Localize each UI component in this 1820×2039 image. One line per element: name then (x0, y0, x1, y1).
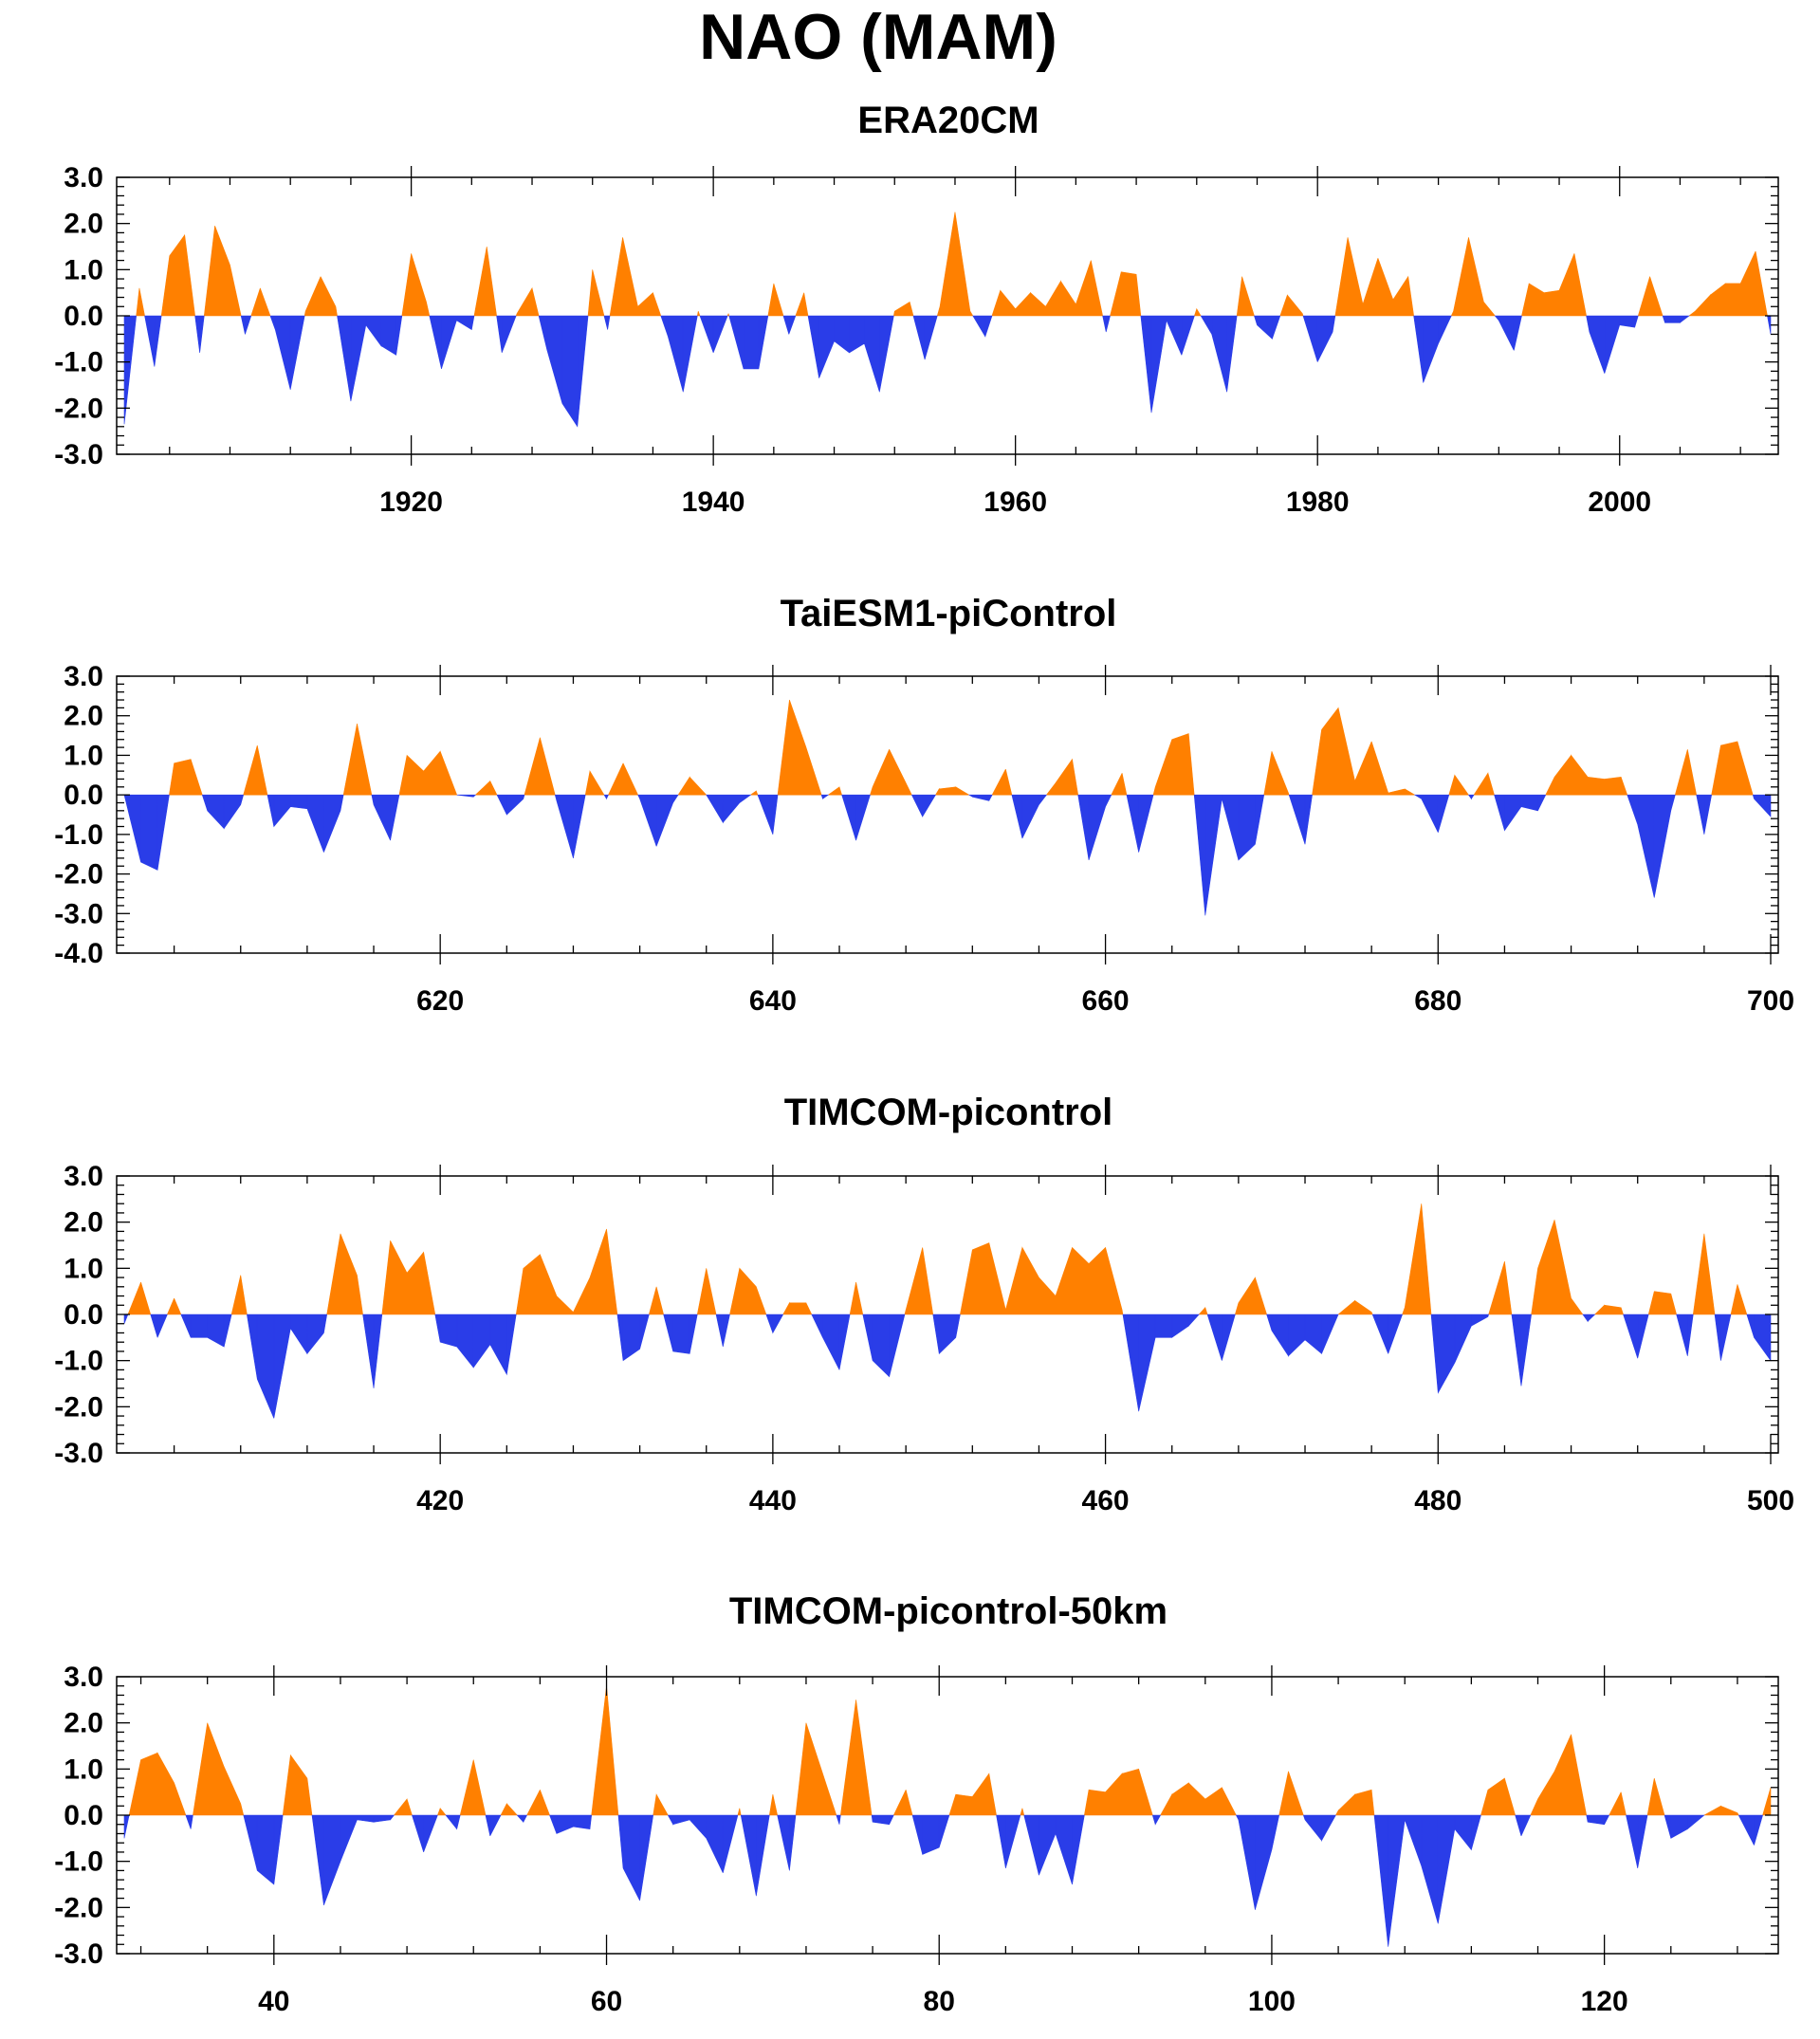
y-tick-label: -1.0 (54, 819, 103, 851)
figure-title: NAO (MAM) (699, 1, 1057, 73)
x-tick-label: 460 (1082, 1485, 1130, 1516)
x-tick-label: 480 (1414, 1485, 1462, 1516)
y-tick-label: 3.0 (64, 1662, 103, 1693)
y-tick-label: 0.0 (64, 780, 103, 811)
x-tick-label: 100 (1248, 1986, 1296, 2017)
y-tick-label: 1.0 (64, 740, 103, 771)
y-tick-label: 2.0 (64, 1708, 103, 1739)
y-tick-label: -1.0 (54, 347, 103, 378)
series-positive-area (128, 1685, 1772, 1816)
y-tick-label: 3.0 (64, 162, 103, 193)
y-tick-label: -4.0 (54, 938, 103, 969)
x-tick-label: 2000 (1588, 487, 1651, 518)
panel-title: TIMCOM-picontrol-50km (729, 1590, 1167, 1632)
y-tick-label: 2.0 (64, 1207, 103, 1239)
series-positive-area (127, 1203, 1748, 1315)
y-tick-label: 0.0 (64, 1800, 103, 1831)
panel-title: TaiESM1-piControl (781, 593, 1117, 634)
y-tick-label: -3.0 (54, 439, 103, 470)
series-negative-area (123, 1814, 1763, 1947)
x-tick-label: 1960 (984, 487, 1047, 518)
x-tick-label: 640 (749, 985, 797, 1017)
y-tick-label: -2.0 (54, 1391, 103, 1423)
x-tick-label: 700 (1747, 985, 1794, 1017)
x-tick-label: 80 (924, 1986, 955, 2017)
y-tick-label: 1.0 (64, 254, 103, 285)
y-tick-label: -3.0 (54, 1438, 103, 1469)
x-tick-label: 1920 (379, 487, 443, 518)
y-tick-label: 2.0 (64, 701, 103, 732)
x-tick-label: 500 (1747, 1485, 1794, 1516)
y-tick-label: 3.0 (64, 1161, 103, 1192)
y-tick-label: 1.0 (64, 1253, 103, 1284)
x-tick-label: 60 (591, 1986, 622, 2017)
panel-title: TIMCOM-picontrol (784, 1092, 1113, 1133)
series-positive-area (169, 699, 1754, 796)
y-tick-label: -1.0 (54, 1846, 103, 1878)
y-tick-label: 0.0 (64, 1299, 103, 1331)
y-tick-label: -2.0 (54, 859, 103, 891)
y-tick-label: 1.0 (64, 1754, 103, 1785)
x-tick-label: 120 (1581, 1986, 1628, 2017)
y-tick-label: -2.0 (54, 393, 103, 424)
y-tick-label: 0.0 (64, 301, 103, 332)
series-positive-area (136, 211, 1768, 317)
x-tick-label: 660 (1082, 985, 1130, 1017)
panel-taiesm1-picontrol: TaiESM1-piControl 3.0 2.0 1.0 0.0 -1.0 -2.0 -3… (54, 593, 1794, 1017)
y-tick-label: -3.0 (54, 898, 103, 929)
y-tick-label: -1.0 (54, 1346, 103, 1377)
series-negative-area (123, 794, 1772, 916)
x-tick-label: 40 (258, 1986, 289, 2017)
x-tick-label: 1980 (1286, 487, 1350, 518)
panel-timcom-picontrol-50km: TIMCOM-picontrol-50km 3.0 2.0 1.0 0.0 -1.0 -2… (54, 1590, 1779, 2017)
y-tick-label: -3.0 (54, 1938, 103, 1970)
x-tick-label: 680 (1414, 985, 1462, 1017)
y-tick-label: 3.0 (64, 661, 103, 692)
panel-timcom-picontrol: TIMCOM-picontrol 3.0 2.0 1.0 0.0 -1.0 -2.0 -3.… (54, 1092, 1794, 1516)
panel-title: ERA20CM (857, 100, 1039, 141)
series-negative-area (123, 315, 1772, 428)
x-tick-label: 420 (416, 1485, 464, 1516)
plot-frame (116, 675, 1779, 954)
x-tick-label: 1940 (682, 487, 745, 518)
x-tick-label: 440 (749, 1485, 797, 1516)
y-tick-label: 2.0 (64, 209, 103, 240)
y-tick-label: -2.0 (54, 1892, 103, 1923)
series-negative-area (123, 1313, 1772, 1419)
x-tick-label: 620 (416, 985, 464, 1017)
panel-era20cm: ERA20CM 3.0 2.0 1.0 0.0 -1.0 -2.0 -3.0 1920 1940… (54, 100, 1779, 518)
